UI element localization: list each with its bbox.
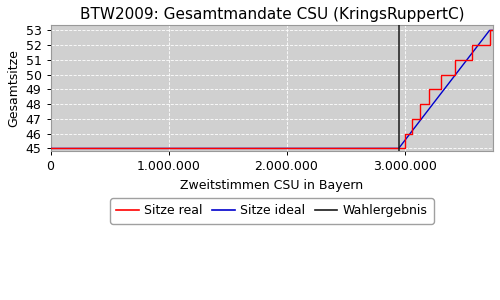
Y-axis label: Gesamtsitze: Gesamtsitze [7,49,20,127]
X-axis label: Zweitstimmen CSU in Bayern: Zweitstimmen CSU in Bayern [180,179,364,192]
Title: BTW2009: Gesamtmandate CSU (KringsRuppertC): BTW2009: Gesamtmandate CSU (KringsRupper… [80,7,464,22]
Legend: Sitze real, Sitze ideal, Wahlergebnis: Sitze real, Sitze ideal, Wahlergebnis [110,198,434,224]
